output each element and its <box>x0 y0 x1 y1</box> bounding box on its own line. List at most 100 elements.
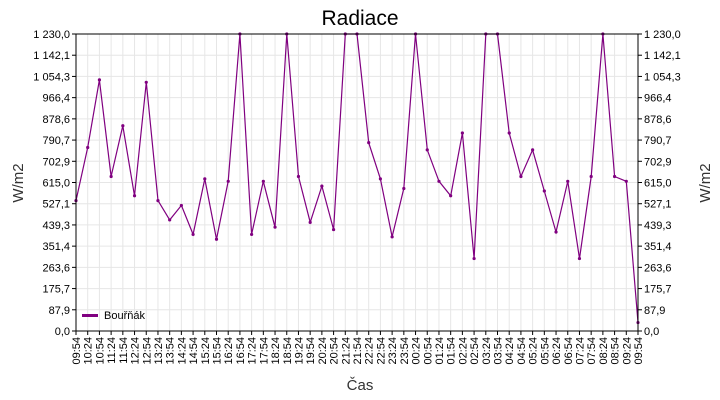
axis-layer: 0,0 0,0 87,9 87,9 175,7 175,7 263,6 263,6 351,4 3… <box>33 29 680 365</box>
x-tick-label: 05:24 <box>528 337 540 365</box>
data-point <box>449 194 453 198</box>
x-tick-label: 00:24 <box>411 337 423 365</box>
y-tick-label-left: 615,0 <box>42 178 70 190</box>
x-tick-label: 03:24 <box>481 337 493 365</box>
y-tick-label-right: 439,3 <box>644 220 672 232</box>
y-tick-label-right: 527,1 <box>644 199 672 211</box>
x-tick-label: 22:24 <box>364 337 376 365</box>
data-point <box>542 189 546 193</box>
y-tick-label-right: 351,4 <box>644 241 672 253</box>
x-tick-label: 06:54 <box>563 337 575 365</box>
y-tick-label-left: 1 142,1 <box>33 50 70 62</box>
x-tick-label: 20:54 <box>329 337 341 365</box>
data-point <box>460 131 464 135</box>
x-tick-label: 09:24 <box>621 337 633 365</box>
y-tick-label-left: 1 054,3 <box>33 71 70 83</box>
data-point <box>566 179 570 183</box>
x-tick-label: 11:24 <box>106 337 118 364</box>
x-tick-label: 13:24 <box>153 337 165 365</box>
data-point <box>144 80 148 84</box>
y-tick-label-left: 966,4 <box>42 93 70 105</box>
y-tick-label-left: 878,6 <box>42 114 70 126</box>
x-tick-label: 10:54 <box>94 337 106 365</box>
data-point <box>437 179 441 183</box>
y-tick-label-left: 351,4 <box>42 241 70 253</box>
x-tick-label: 17:24 <box>247 337 259 365</box>
x-tick-label: 01:24 <box>434 337 446 365</box>
x-tick-label: 23:24 <box>387 337 399 365</box>
legend-label: Bouřňák <box>104 310 145 322</box>
x-tick-label: 22:54 <box>375 337 387 365</box>
y-tick-label-left: 439,3 <box>42 220 70 232</box>
x-tick-label: 15:54 <box>212 337 224 365</box>
data-point <box>624 179 628 183</box>
y-tick-label-right: 1 054,3 <box>644 71 681 83</box>
y-tick-label-right: 966,4 <box>644 93 672 105</box>
y-tick-label-right: 702,9 <box>644 156 672 168</box>
y-tick-label-right: 87,9 <box>644 305 665 317</box>
x-tick-label: 19:24 <box>293 337 305 365</box>
x-tick-label: 21:24 <box>340 337 352 365</box>
y-tick-label-right: 0,0 <box>644 326 659 338</box>
data-point <box>296 174 301 179</box>
y-tick-label-left: 527,1 <box>42 199 70 211</box>
x-tick-label: 23:54 <box>399 337 411 365</box>
y-axis-label-left: W/m2 <box>10 163 27 202</box>
y-tick-label-right: 615,0 <box>644 178 672 190</box>
data-point <box>191 232 195 237</box>
x-tick-label: 20:24 <box>317 337 329 365</box>
data-point <box>320 184 324 188</box>
x-tick-label: 15:24 <box>200 337 212 365</box>
x-tick-label: 11:54 <box>118 337 130 364</box>
data-point <box>121 124 125 128</box>
y-tick-label-right: 878,6 <box>644 114 672 126</box>
data-point <box>156 199 160 203</box>
data-point <box>402 186 406 191</box>
data-point <box>214 237 219 241</box>
x-tick-label: 07:24 <box>574 337 586 365</box>
x-tick-label: 01:54 <box>446 337 458 365</box>
x-tick-label: 16:24 <box>223 337 235 365</box>
y-tick-label-right: 1 230,0 <box>644 29 681 41</box>
y-tick-label-left: 87,9 <box>49 305 70 317</box>
x-tick-label: 08:24 <box>598 337 610 365</box>
data-point <box>390 235 394 239</box>
grid-layer <box>75 33 639 332</box>
y-axis-label-right: W/m2 <box>697 163 714 202</box>
legend: Bouřňák <box>82 310 145 322</box>
data-point <box>179 203 183 208</box>
x-tick-label: 00:54 <box>422 337 434 365</box>
y-tick-label-right: 175,7 <box>644 284 672 296</box>
data-point <box>168 218 172 222</box>
data-point <box>109 174 113 179</box>
x-tick-label: 10:24 <box>83 337 95 365</box>
data-point <box>226 179 230 183</box>
x-tick-label: 04:54 <box>516 337 528 365</box>
data-point <box>132 194 137 198</box>
data-point <box>250 232 254 237</box>
x-tick-label: 09:54 <box>71 337 83 365</box>
data-point <box>577 256 582 261</box>
x-tick-label: 05:54 <box>539 337 551 365</box>
data-point <box>97 78 102 82</box>
data-point <box>425 148 429 152</box>
data-point <box>367 141 371 145</box>
x-tick-label: 02:24 <box>457 337 469 365</box>
chart-title: Radiace <box>321 7 398 30</box>
data-point <box>589 174 593 179</box>
x-tick-label: 16:54 <box>235 337 247 365</box>
x-tick-label: 02:54 <box>469 337 481 365</box>
data-point <box>203 177 207 181</box>
x-tick-label: 09:54 <box>633 337 645 365</box>
y-tick-label-left: 1 230,0 <box>33 29 70 41</box>
plot-frame <box>75 33 639 332</box>
data-point <box>261 179 265 183</box>
x-tick-label: 18:54 <box>282 337 294 365</box>
data-point <box>519 174 523 179</box>
x-tick-label: 14:54 <box>188 337 200 365</box>
x-tick-label: 14:24 <box>176 337 188 365</box>
y-tick-label-left: 790,7 <box>42 135 70 147</box>
y-tick-label-left: 0,0 <box>55 326 70 338</box>
